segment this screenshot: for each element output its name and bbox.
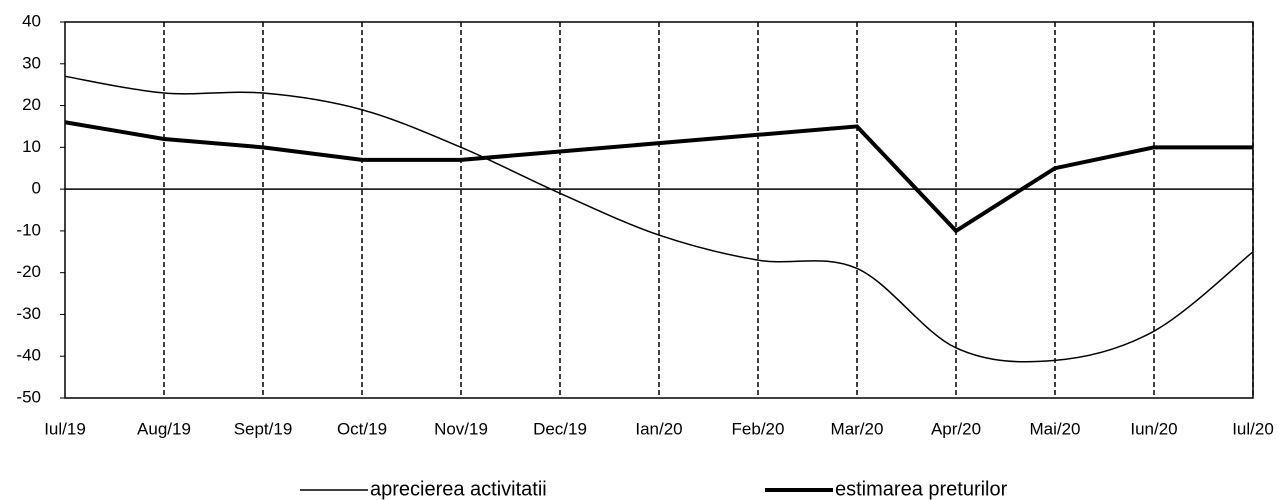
- x-tick-label: Apr/20: [931, 419, 981, 438]
- y-tick-label: -50: [16, 387, 41, 406]
- legend-label: estimarea preturilor: [835, 478, 1008, 500]
- x-tick-label: Mai/20: [1029, 419, 1080, 438]
- y-tick-label: 20: [22, 95, 41, 114]
- y-tick-label: 10: [22, 137, 41, 156]
- y-tick-label: 40: [22, 11, 41, 30]
- x-tick-label: Sept/19: [234, 419, 293, 438]
- series-line: [64, 75, 1254, 363]
- y-tick-label: -40: [16, 346, 41, 365]
- x-tick-label: Iul/20: [1232, 419, 1274, 438]
- x-tick-label: Oct/19: [337, 419, 387, 438]
- x-tick-label: Ian/20: [635, 419, 682, 438]
- plot-frame: [64, 21, 1254, 399]
- series-line: [64, 120, 1253, 234]
- y-tick-label: -20: [16, 262, 41, 281]
- x-tick-label: Feb/20: [732, 419, 785, 438]
- x-tick-label: Iul/19: [44, 419, 86, 438]
- x-tick-label: Nov/19: [434, 419, 488, 438]
- x-tick-label: Iun/20: [1130, 419, 1177, 438]
- x-tick-label: Mar/20: [831, 419, 884, 438]
- y-tick-label: -30: [16, 304, 41, 323]
- x-tick-label: Dec/19: [533, 419, 587, 438]
- x-tick-label: Aug/19: [137, 419, 191, 438]
- y-tick-label: 30: [22, 53, 41, 72]
- y-tick-label: -10: [16, 220, 41, 239]
- legend-label: aprecierea activitatii: [370, 478, 547, 500]
- y-tick-label: 0: [32, 179, 41, 198]
